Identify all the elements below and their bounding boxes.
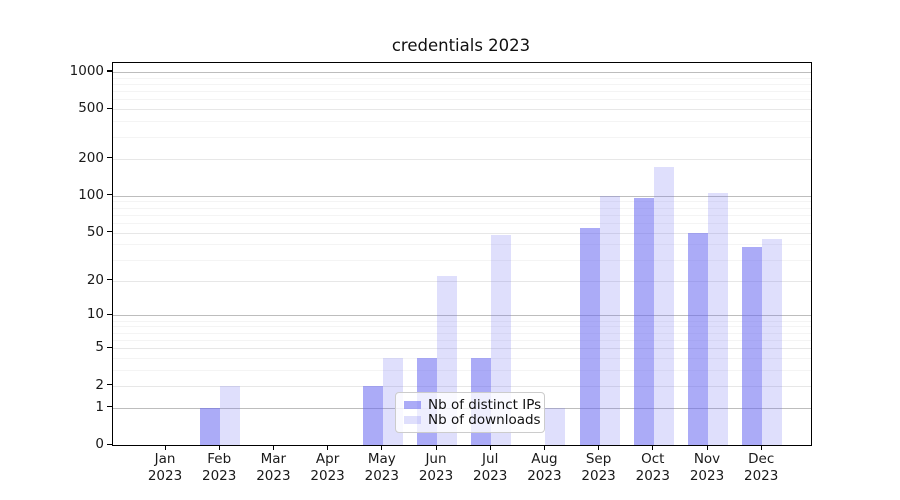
minor-gridline <box>113 332 811 334</box>
legend-swatch-distinct-ips <box>404 401 421 409</box>
legend: Nb of distinct IPs Nb of downloads <box>395 392 545 433</box>
y-tick-mark <box>107 346 112 348</box>
minor-gridline <box>113 99 811 101</box>
minor-gridline <box>113 136 811 138</box>
y-tick-label: 20 <box>86 271 104 288</box>
x-tick-label: Aug 2023 <box>527 451 562 484</box>
y-tick-mark <box>107 194 112 196</box>
minor-gridline <box>113 358 811 360</box>
major-gridline <box>113 158 811 160</box>
minor-gridline <box>113 83 811 85</box>
x-tick-label: Apr 2023 <box>310 451 345 484</box>
major-gridline <box>113 109 811 111</box>
x-tick-mark <box>652 445 654 450</box>
minor-gridline <box>113 244 811 246</box>
minor-gridline <box>113 326 811 328</box>
x-tick-mark <box>598 445 600 450</box>
major-gridline <box>113 385 811 387</box>
x-tick-label: Feb 2023 <box>202 451 237 484</box>
x-tick-label: Mar 2023 <box>256 451 291 484</box>
y-tick-label: 200 <box>78 149 104 166</box>
x-tick-mark <box>760 445 762 450</box>
x-tick-mark <box>543 445 546 450</box>
minor-gridline <box>113 222 811 224</box>
plot-area <box>112 62 812 446</box>
y-tick-mark <box>107 384 112 386</box>
x-tick-mark <box>218 445 220 450</box>
bar-downloads <box>762 239 783 445</box>
bar-downloads <box>653 167 674 445</box>
legend-item-downloads: Nb of downloads <box>404 412 541 428</box>
bar-distinct-ips <box>362 385 383 445</box>
y-tick-label: 500 <box>78 100 104 117</box>
y-tick-mark <box>107 107 112 109</box>
minor-gridline <box>113 201 811 203</box>
x-tick-mark <box>381 445 383 450</box>
bar-downloads <box>220 385 241 445</box>
y-tick-label: 1000 <box>69 62 104 79</box>
y-tick-label: 100 <box>78 186 104 203</box>
y-tick-label: 50 <box>86 223 104 240</box>
decade-gridline <box>113 71 811 73</box>
legend-label-distinct-ips: Nb of distinct IPs <box>428 397 542 413</box>
x-tick-mark <box>327 445 329 450</box>
major-gridline <box>113 348 811 350</box>
y-tick-label: 1 <box>95 398 104 415</box>
bar-distinct-ips <box>579 227 600 445</box>
y-tick-mark <box>107 231 112 233</box>
x-tick-mark <box>489 445 491 450</box>
legend-item-distinct-ips: Nb of distinct IPs <box>404 397 541 413</box>
y-tick-label: 5 <box>95 339 104 356</box>
y-tick-mark <box>107 313 112 316</box>
decade-gridline <box>113 195 811 197</box>
x-tick-label: Oct 2023 <box>635 451 670 484</box>
bar-distinct-ips <box>200 407 221 445</box>
y-tick-mark <box>107 279 112 281</box>
minor-gridline <box>113 91 811 93</box>
y-tick-mark <box>107 443 112 445</box>
bar-distinct-ips <box>742 247 763 445</box>
legend-label-downloads: Nb of downloads <box>428 412 541 428</box>
legend-swatch-downloads <box>404 416 421 424</box>
x-tick-label: Jun 2023 <box>418 451 454 484</box>
x-tick-label: Jan 2023 <box>147 451 183 484</box>
major-gridline <box>113 280 811 282</box>
y-tick-mark <box>107 157 112 159</box>
bar-downloads <box>708 193 728 445</box>
bar-distinct-ips <box>633 198 654 445</box>
y-tick-label: 2 <box>95 376 104 393</box>
minor-gridline <box>113 259 811 261</box>
x-tick-mark <box>272 445 275 450</box>
minor-gridline <box>113 214 811 216</box>
bar-distinct-ips <box>688 232 708 445</box>
minor-gridline <box>113 320 811 322</box>
minor-gridline <box>113 370 811 372</box>
chart-title: credentials 2023 <box>391 36 531 55</box>
minor-gridline <box>113 207 811 209</box>
minor-gridline <box>113 77 811 79</box>
y-tick-label: 10 <box>86 306 104 323</box>
minor-gridline <box>113 121 811 123</box>
bar-downloads <box>545 407 566 445</box>
x-tick-label: Nov 2023 <box>689 451 725 484</box>
major-gridline <box>113 232 811 234</box>
x-tick-mark <box>435 445 437 450</box>
x-tick-label: May 2023 <box>364 451 399 484</box>
x-tick-mark <box>164 445 166 450</box>
y-tick-label: 0 <box>95 436 104 452</box>
y-tick-mark <box>107 70 112 72</box>
x-tick-label: Sep 2023 <box>581 451 616 484</box>
x-tick-label: Jul 2023 <box>473 451 508 484</box>
x-tick-mark <box>706 445 708 450</box>
decade-gridline <box>113 315 811 317</box>
y-tick-mark <box>107 406 112 408</box>
minor-gridline <box>113 339 811 341</box>
x-tick-label: Dec 2023 <box>744 451 779 484</box>
bar-downloads <box>599 195 620 445</box>
